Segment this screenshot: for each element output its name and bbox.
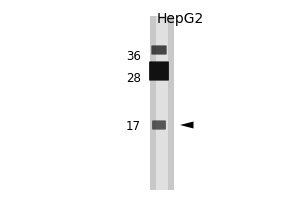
Polygon shape <box>180 121 194 129</box>
Bar <box>156 16 168 190</box>
FancyBboxPatch shape <box>152 120 166 130</box>
Text: HepG2: HepG2 <box>156 12 204 26</box>
Bar <box>150 16 174 190</box>
Text: 28: 28 <box>126 72 141 84</box>
Text: 17: 17 <box>126 119 141 132</box>
Text: 36: 36 <box>126 49 141 62</box>
FancyBboxPatch shape <box>149 61 169 81</box>
FancyBboxPatch shape <box>152 45 167 55</box>
